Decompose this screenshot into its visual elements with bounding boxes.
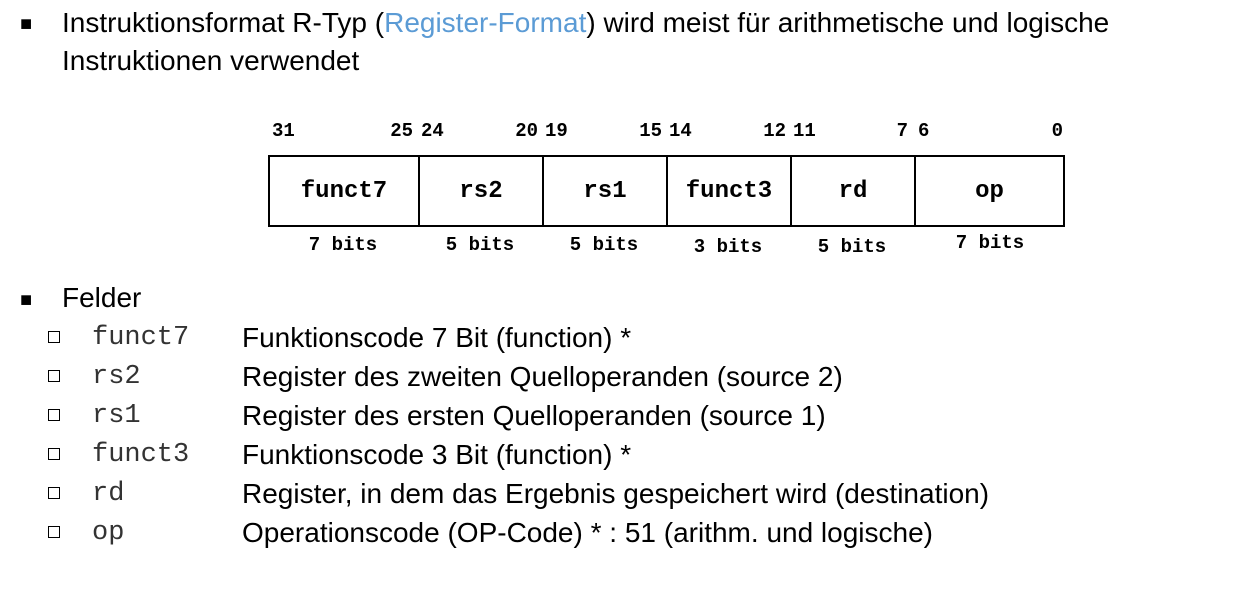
bit-number: 25 bbox=[390, 120, 413, 142]
list-item: op Operationscode (OP-Code) * : 51 (arit… bbox=[0, 515, 1251, 553]
width-label: 7 bits bbox=[955, 232, 1025, 254]
list-item: rs2 Register des zweiten Quelloperanden … bbox=[0, 359, 1251, 397]
checkbox-icon bbox=[48, 448, 60, 460]
field-name: rd bbox=[92, 479, 125, 509]
field-funct7: funct7 bbox=[270, 157, 420, 225]
field-description: Operationscode (OP-Code) * : 51 (arithm.… bbox=[242, 517, 933, 548]
intro-text-start: Instruktionsformat R-Typ ( bbox=[62, 7, 385, 38]
r-type-format-diagram: funct7 rs2 rs1 funct3 rd op bbox=[268, 155, 1065, 227]
width-label: 3 bits bbox=[693, 236, 763, 258]
field-description: Funktionscode 3 Bit (function) * bbox=[242, 439, 632, 470]
bit-number: 12 bbox=[763, 120, 786, 142]
width-label: 7 bits bbox=[308, 234, 378, 256]
checkbox-icon bbox=[48, 526, 60, 538]
bit-number: 11 bbox=[793, 120, 816, 142]
field-description: Register, in dem das Ergebnis gespeicher… bbox=[242, 478, 990, 509]
field-name: funct3 bbox=[92, 440, 190, 470]
bit-number: 0 bbox=[1051, 120, 1063, 142]
field-name: op bbox=[92, 518, 125, 548]
width-label: 5 bits bbox=[817, 236, 887, 258]
field-op: op bbox=[975, 177, 1004, 205]
width-label: 5 bits bbox=[445, 234, 515, 256]
bit-number: 6 bbox=[918, 120, 930, 142]
field-description: Register des zweiten Quelloperanden (sou… bbox=[242, 361, 843, 392]
checkbox-icon bbox=[48, 487, 60, 499]
intro-text-end: ) wird meist für arithmetische und logis… bbox=[62, 7, 1110, 76]
field-name: rs1 bbox=[92, 401, 141, 431]
field-rs2: rs2 bbox=[420, 157, 544, 225]
field-name: funct7 bbox=[92, 323, 190, 353]
bit-number: 15 bbox=[639, 120, 662, 142]
checkbox-icon bbox=[48, 409, 60, 421]
field-name: rs2 bbox=[92, 362, 141, 392]
bullet-icon: ■ bbox=[20, 13, 33, 35]
intro-text: Instruktionsformat R-Typ (Register-Forma… bbox=[62, 4, 1242, 80]
field-rs1: rs1 bbox=[544, 157, 668, 225]
list-item: rs1 Register des ersten Quelloperanden (… bbox=[0, 398, 1251, 436]
bit-number: 14 bbox=[669, 120, 692, 142]
checkbox-icon bbox=[48, 331, 60, 343]
section-title: Felder bbox=[62, 282, 142, 313]
bit-number: 31 bbox=[272, 120, 295, 142]
field-description: Register des ersten Quelloperanden (sour… bbox=[242, 400, 826, 431]
checkbox-icon bbox=[48, 370, 60, 382]
bit-number: 19 bbox=[545, 120, 568, 142]
register-format-link[interactable]: Register-Format bbox=[384, 7, 587, 38]
list-item: funct3 Funktionscode 3 Bit (function) * bbox=[0, 437, 1251, 475]
field-description: Funktionscode 7 Bit (function) * bbox=[242, 322, 632, 353]
width-label: 5 bits bbox=[569, 234, 639, 256]
bit-number: 24 bbox=[421, 120, 444, 142]
bullet-icon: ■ bbox=[20, 289, 33, 311]
bit-number: 20 bbox=[515, 120, 538, 142]
bit-number: 7 bbox=[896, 120, 908, 142]
field-rd: rd bbox=[792, 157, 916, 225]
list-item: rd Register, in dem das Ergebnis gespeic… bbox=[0, 476, 1251, 514]
field-funct3: funct3 bbox=[668, 157, 792, 225]
list-item: funct7 Funktionscode 7 Bit (function) * bbox=[0, 320, 1251, 358]
